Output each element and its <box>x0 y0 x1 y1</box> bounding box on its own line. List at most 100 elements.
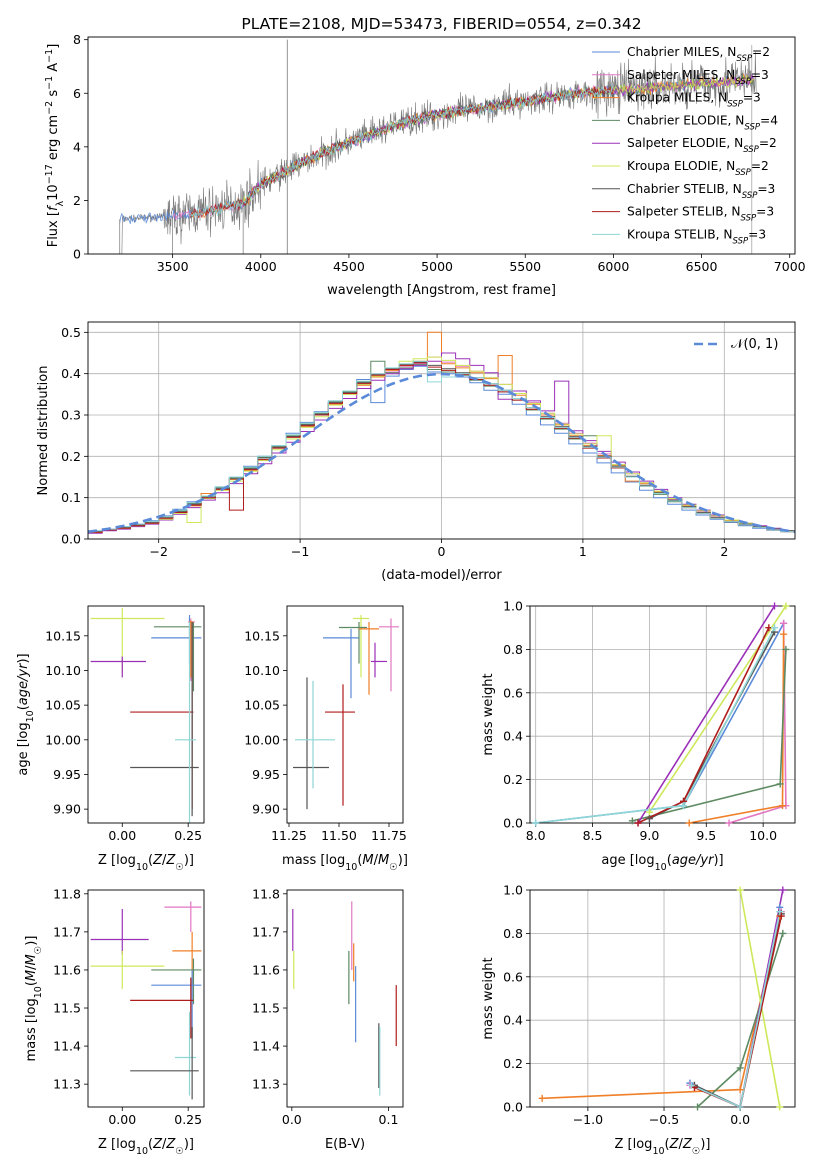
mass_weight_vs_age-xtick-label-0: 8.0 <box>526 828 546 843</box>
weight-line-kroupa_elodie <box>739 890 781 1107</box>
age_vs_z-ytick-label-2: 10.00 <box>45 732 81 747</box>
weight-marker-kroupa_stelib-1 <box>680 802 688 810</box>
legend-label-kroupa_stelib: Kroupa STELIB, NSSP=3 <box>627 227 766 246</box>
weight-marker-salpeter_miles-2 <box>780 619 788 627</box>
mass_weight_vs_z-y-axis-label: mass weight <box>481 957 496 1039</box>
mass_weight_vs_age-frame <box>529 605 796 824</box>
weight-marker-kroupa_elodie-0 <box>645 808 653 816</box>
legend-label-kroupa_elodie: Kroupa ELODIE, NSSP=2 <box>627 159 769 178</box>
mass_vs_z-frame <box>87 889 205 1108</box>
residuals-ytick-label-1: 0.1 <box>61 490 81 505</box>
mass_weight_vs_age-ytick-label-3: 0.6 <box>503 685 523 700</box>
mass_weight_vs_z-panel: −1.0 −0.5 0.0 0.0 0.2 0.4 0.6 0.8 1.0 Z [log10(Z/… <box>481 883 796 1157</box>
mass_vs_ebv-panel: 0.0 0.1 11.3 11.4 11.5 11.6 11.7 11.8 E(B-V) <box>252 886 404 1152</box>
mass_vs_z-panel: 0.00 0.25 11.3 11.4 11.5 11.6 11.7 11.8 Z [log10… <box>24 886 205 1157</box>
mass_vs_ebv-plot-area <box>292 901 397 1096</box>
weight-marker-chabrier_elodie-1 <box>736 1064 744 1072</box>
residuals-xtick-label-4: 2 <box>720 544 728 559</box>
mass_vs_z-xtick-label-1: 0.25 <box>174 1112 202 1127</box>
mass_weight_vs_age-y-axis-label: mass weight <box>481 673 496 755</box>
age_vs_mass-xtick-label-1: 11.50 <box>321 828 357 843</box>
mass_vs_ebv-x-axis-label: E(B-V) <box>325 1137 365 1152</box>
age_vs_z-ytick-label-5: 10.15 <box>45 628 81 643</box>
mass_weight_vs_z-x-axis-label: Z [log10(Z/Z☉)] <box>615 1137 711 1157</box>
mass_weight_vs_age-xtick-label-2: 9.0 <box>639 828 659 843</box>
mass_vs_z-ytick-label-3: 11.6 <box>53 962 81 977</box>
age_vs_mass-ytick-label-5: 10.15 <box>244 628 280 643</box>
mass_vs_ebv-frame <box>286 889 404 1108</box>
normal-distribution-curve <box>88 372 795 534</box>
mass_vs_ebv-ytick-label-4: 11.7 <box>252 924 280 939</box>
mass_weight_vs_z-ytick-label-0: 0.0 <box>503 1100 523 1115</box>
residuals-ytick-label-2: 0.2 <box>61 449 81 464</box>
age_vs_z-ytick-label-4: 10.10 <box>45 663 81 678</box>
residuals-ytick-label-3: 0.3 <box>61 408 81 423</box>
weight-marker-kroupa_stelib-2 <box>771 624 779 632</box>
age_vs_z-frame <box>87 605 205 824</box>
age_vs_mass-plot-area <box>293 615 399 810</box>
mass_weight_vs_age-ytick-label-1: 0.2 <box>503 772 523 787</box>
mass_weight_vs_z-ytick-label-5: 1.0 <box>503 883 523 898</box>
mass_vs_ebv-ytick-label-0: 11.3 <box>252 1077 280 1092</box>
weight-line-salpeter_stelib <box>637 627 770 823</box>
spectrum-legend: Chabrier MILES, NSSP=2 Salpeter MILES, NS… <box>592 45 778 246</box>
age_vs_mass-ytick-label-4: 10.10 <box>244 663 280 678</box>
spectrum-y-axis-label: Flux [fλ10−17 erg cm−2 s−1 A−1] <box>44 44 66 248</box>
spectrum-panel: 3500 4000 4500 5000 5500 6000 6500 7000 0 2 4 6 8 PLA… <box>44 15 806 298</box>
mass_vs_ebv-xtick-label-1: 0.1 <box>379 1112 399 1127</box>
mass_weight_vs_z-frame <box>529 889 796 1108</box>
age_vs_z-ytick-label-3: 10.05 <box>45 698 81 713</box>
mass_vs_z-plot-area <box>90 901 202 1100</box>
legend-label-kroupa_miles: Kroupa MILES, NSSP=3 <box>627 91 761 110</box>
model-spectrum-kroupa_stelib <box>189 84 614 219</box>
age_vs_mass-xtick-label-2: 11.75 <box>371 828 407 843</box>
mass_weight_vs_age-xtick-label-4: 10.0 <box>749 828 777 843</box>
mass_weight_vs_age-xtick-label-1: 8.5 <box>583 828 603 843</box>
spectrum-x-axis-label: wavelength [Angstrom, rest frame] <box>327 283 556 298</box>
weight-line-salpeter_stelib <box>694 915 783 1107</box>
histogram-step-kroupa_stelib <box>88 360 795 539</box>
mass_weight_vs_z-xtick-label-1: −0.5 <box>649 1112 679 1127</box>
age_vs_mass-frame <box>286 605 404 824</box>
residuals-ytick-label-0: 0.0 <box>61 532 81 547</box>
spectrum-frame <box>87 36 796 255</box>
mass_weight_vs_age-panel: 8.0 8.5 9.0 9.5 10.0 0.0 0.2 0.4 0.6 0.8 1.0 age [l… <box>481 599 796 873</box>
age_vs_mass-ytick-label-3: 10.05 <box>244 698 280 713</box>
mass_vs_ebv-ytick-label-5: 11.8 <box>252 886 280 901</box>
residual-y-axis-label: Normed distribution <box>36 366 51 496</box>
weight-line-salpeter_miles <box>689 911 783 1107</box>
mass_weight_vs_z-xtick-label-2: 0.0 <box>730 1112 750 1127</box>
residuals-xtick-label-1: −1 <box>291 544 309 559</box>
weight-marker-kroupa_elodie-1 <box>776 1103 784 1111</box>
mass_weight_vs_age-ytick-label-0: 0.0 <box>503 816 523 831</box>
mass_weight_vs_age-ytick-label-4: 0.8 <box>503 642 523 657</box>
mass_vs_z-ytick-label-4: 11.7 <box>53 924 81 939</box>
spectrum-ytick-label-4: 8 <box>73 32 81 47</box>
observed-spectrum-line <box>119 51 757 254</box>
mass_vs_ebv-ytick-label-3: 11.6 <box>252 962 280 977</box>
weight-line-kroupa_stelib <box>691 911 781 1107</box>
mass_weight_vs_z-ytick-label-4: 0.8 <box>503 926 523 941</box>
weight-line-chabrier_stelib <box>694 913 783 1107</box>
weight-line-chabrier_miles <box>689 907 781 1107</box>
spectrum-xtick-label-0: 3500 <box>157 259 189 274</box>
weight-marker-kroupa_stelib-1 <box>736 1103 744 1111</box>
weight-marker-chabrier_elodie-0 <box>694 1103 702 1111</box>
weight-marker-kroupa_stelib-0 <box>687 1081 695 1089</box>
mass_vs_z-ytick-label-2: 11.5 <box>53 1001 81 1016</box>
spectrum-ytick-label-3: 6 <box>73 86 81 101</box>
residual-x-axis-label: (data-model)/error <box>381 568 502 583</box>
figure-title: PLATE=2108, MJD=53473, FIBERID=0554, z=0… <box>241 15 641 33</box>
mass_weight_vs_z-plot-area <box>530 890 795 1107</box>
spectrum-xtick-label-4: 5500 <box>509 259 541 274</box>
weight-marker-kroupa_stelib-2 <box>776 908 784 916</box>
age_vs_z-x-axis-label: Z [log10(Z/Z☉)] <box>98 853 194 873</box>
weight-marker-kroupa_miles-0 <box>685 819 693 827</box>
spectrum-xtick-label-1: 4000 <box>245 259 277 274</box>
mass_vs_ebv-ytick-label-1: 11.4 <box>252 1039 280 1054</box>
mass_weight_vs_age-ytick-label-2: 0.4 <box>503 729 523 744</box>
histogram-step-kroupa_elodie <box>88 356 795 539</box>
mass_weight_vs_age-xtick-label-3: 9.5 <box>696 828 716 843</box>
spectrum-xtick-label-2: 4500 <box>333 259 365 274</box>
